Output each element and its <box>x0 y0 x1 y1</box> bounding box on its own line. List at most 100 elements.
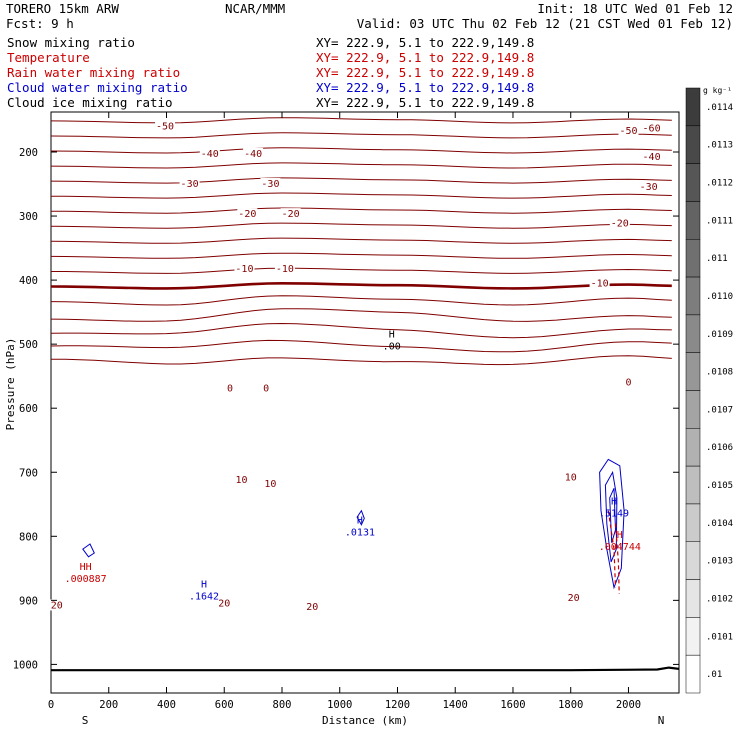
isotherm-label: -10 <box>235 264 253 275</box>
x-tick-label: 200 <box>99 699 118 711</box>
colorbar-label: .0106 <box>706 443 733 453</box>
terrain-line <box>51 666 679 672</box>
colorbar-label: .0111 <box>706 216 733 226</box>
colorbar-segment <box>685 239 701 278</box>
org-title: NCAR/MMM <box>225 1 285 16</box>
isotherm--35 <box>51 177 672 184</box>
colorbar-label: .0114 <box>706 103 733 113</box>
colorbar-segment <box>685 503 701 542</box>
init-time: Init: 18 UTC Wed 01 Feb 12 <box>537 1 733 16</box>
field-legend: Snow mixing ratio XY= 222.9, 5.1 to 222.9… <box>7 35 534 110</box>
colorbar-segment <box>685 465 701 505</box>
isotherm-label: -50 <box>156 121 174 132</box>
field-name: Rain water mixing ratio <box>7 65 180 80</box>
extremum-marker: H <box>357 515 363 526</box>
colorbar-segment <box>685 617 701 656</box>
isotherm-label: 20 <box>51 600 63 611</box>
x-tick-label: 0 <box>48 699 54 711</box>
isotherm-20 <box>51 339 672 353</box>
isotherm-label-bg <box>589 277 610 289</box>
field-section: XY= 222.9, 5.1 to 222.9,149.8 <box>316 80 534 95</box>
isotherm-label-bg <box>618 376 639 388</box>
isotherm-label-bg <box>237 208 258 220</box>
isotherm-25 <box>51 355 672 366</box>
y-tick-label: 400 <box>19 275 38 287</box>
colorbar-segment <box>685 579 701 618</box>
north-endpoint: N <box>658 714 665 727</box>
extremum-marker: H <box>617 530 623 541</box>
isotherm-label-bg <box>214 597 235 609</box>
x-tick-label: 1400 <box>443 699 468 711</box>
extremum-marker: H <box>611 496 617 507</box>
y-tick-label: 500 <box>19 339 38 351</box>
isotherm-label: -50 <box>619 126 637 137</box>
isotherm-label-bg <box>302 600 323 612</box>
x-tick-label: 1600 <box>500 699 525 711</box>
x-tick-label: 600 <box>215 699 234 711</box>
colorbar-segment <box>685 390 701 429</box>
isotherm-label-bg <box>155 120 176 132</box>
isotherm--30 <box>51 192 672 199</box>
field-section: XY= 222.9, 5.1 to 222.9,149.8 <box>316 95 534 110</box>
y-axis-label: Pressure (hPa) <box>4 338 17 431</box>
colorbar-label: .0110 <box>706 292 733 302</box>
colorbar-label: .0108 <box>706 368 733 378</box>
x-tick-label: 800 <box>273 699 292 711</box>
isotherm-label-bg <box>46 599 67 611</box>
isotherm-label-bg <box>641 151 662 163</box>
isotherm-label: 0 <box>625 378 631 389</box>
isotherm--55 <box>51 117 672 124</box>
x-axis: 0 200 400 600 800 1000 1200 1400 1600 1800 2000 <box>48 112 641 711</box>
colorbar-segment <box>685 276 701 316</box>
cloud-water-contour <box>599 458 625 590</box>
field-name: Snow mixing ratio <box>7 35 135 50</box>
temperature-contours <box>51 117 672 366</box>
cloud-water-contour <box>82 543 95 558</box>
isotherm-label-bg <box>179 178 200 190</box>
isotherm--5 <box>51 267 672 274</box>
valid-time: Valid: 03 UTC Thu 02 Feb 12 (21 CST Wed … <box>357 16 733 31</box>
isotherm-0 <box>51 281 672 290</box>
y-tick-label: 300 <box>19 211 38 223</box>
isotherm--40 <box>51 162 672 169</box>
colorbar-label: .0112 <box>706 179 733 189</box>
colorbar-label: .0101 <box>706 632 733 642</box>
isotherm-label-bg <box>243 147 264 159</box>
x-tick-label: 400 <box>157 699 176 711</box>
isotherm-label: 0 <box>227 383 233 394</box>
isotherm--10 <box>51 252 672 259</box>
cloud-water-contours <box>82 458 625 590</box>
forecast-hour: Fcst: 9 h <box>6 16 74 31</box>
extremum-value: .1642 <box>189 592 219 603</box>
y-tick-label: 700 <box>19 467 38 479</box>
colorbar-label: .0109 <box>706 330 733 340</box>
colorbar-segment <box>685 87 701 127</box>
colorbar-segment <box>685 654 701 694</box>
isotherm--50 <box>51 132 672 139</box>
colorbar-label: .011 <box>706 254 728 264</box>
extremum-value: .0131 <box>345 527 375 538</box>
isotherm-label-bg <box>260 178 281 190</box>
isotherm-label: -40 <box>643 152 661 163</box>
isotherm-label-bg <box>199 147 220 159</box>
isotherm-label: 20 <box>218 599 230 610</box>
colorbar: .0114 .0113 .0112 .0111 .011 .0110 .0109 .0108.… <box>685 87 733 694</box>
isotherm-label-bg <box>563 591 584 603</box>
rain-water-contour <box>607 510 617 588</box>
isotherm-label: -60 <box>643 123 661 134</box>
isotherm--15 <box>51 237 672 244</box>
isotherm-label: 10 <box>236 475 248 486</box>
isotherm-label-bg <box>618 124 639 136</box>
isotherm-label-bg <box>260 477 281 489</box>
extremum-marker: HH <box>80 562 92 573</box>
cloud-water-contour <box>356 509 365 526</box>
x-tick-label: 1000 <box>327 699 352 711</box>
colorbar-segment <box>685 352 701 391</box>
colorbar-label: .0103 <box>706 557 733 567</box>
colorbar-label: .0104 <box>706 519 733 529</box>
isotherm-label: -10 <box>591 278 609 289</box>
colorbar-segment <box>685 201 701 240</box>
isotherm-label-bg <box>609 217 630 229</box>
